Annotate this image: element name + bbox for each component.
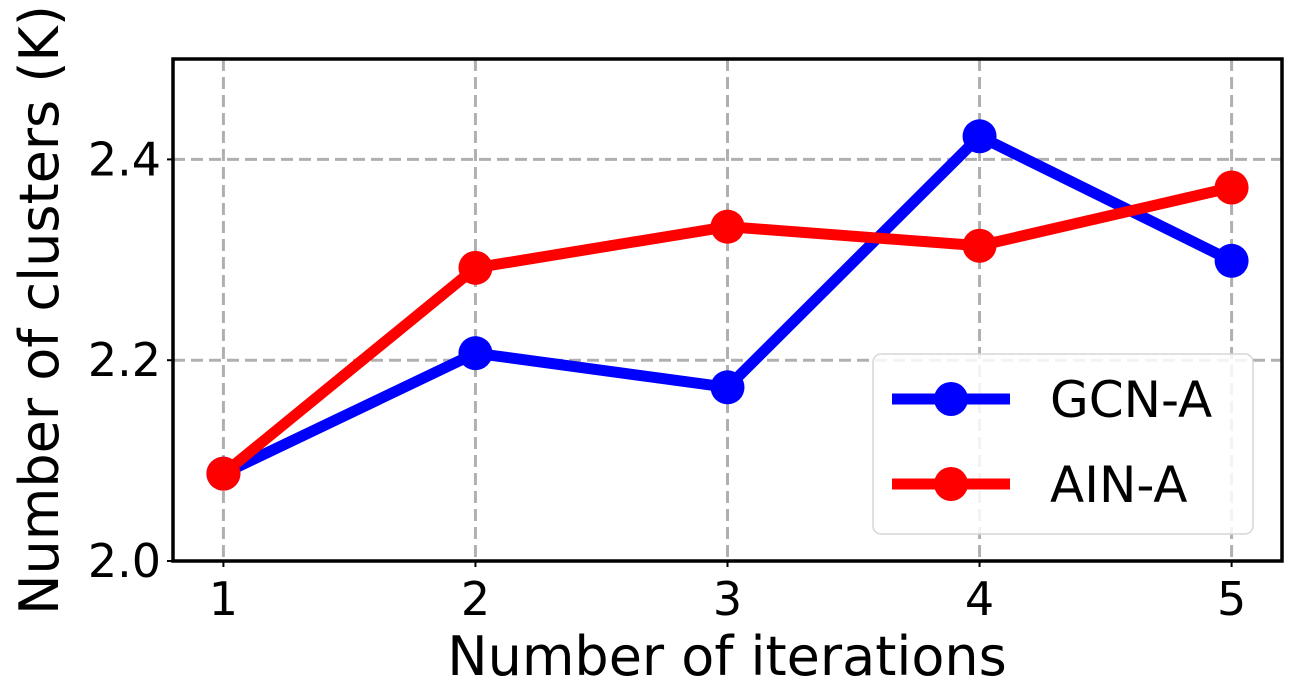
legend: GCN-A AIN-A	[872, 353, 1254, 535]
legend-label-gcn-a: GCN-A	[1050, 371, 1212, 429]
x-tick-label: 1	[209, 572, 238, 626]
data-point-gcn-a	[458, 336, 493, 371]
data-point-gcn-a	[962, 119, 997, 154]
data-point-gcn-a	[1214, 243, 1249, 278]
y-axis-label: Number of clusters (K)	[8, 5, 71, 615]
x-tick-label: 3	[713, 572, 742, 626]
x-axis-ticks: 1 2 3 4 5	[209, 561, 1246, 626]
data-point-ain-a	[962, 228, 997, 263]
y-tick-label: 2.2	[88, 333, 161, 387]
x-tick-label: 4	[965, 572, 994, 626]
data-point-gcn-a	[710, 370, 745, 405]
data-point-ain-a	[458, 250, 493, 285]
data-point-ain-a	[710, 209, 745, 244]
x-tick-label: 5	[1217, 572, 1246, 626]
y-tick-label: 2.4	[88, 132, 161, 186]
legend-marker-gcn-a	[934, 382, 968, 416]
y-axis-ticks: 2.0 2.2 2.4	[88, 132, 173, 588]
x-tick-label: 2	[461, 572, 490, 626]
x-axis-label: Number of iterations	[447, 625, 1007, 688]
legend-label-ain-a: AIN-A	[1050, 456, 1188, 514]
series-markers	[206, 119, 1249, 491]
data-point-ain-a	[1214, 170, 1249, 205]
data-point-ain-a	[206, 456, 241, 491]
y-tick-label: 2.0	[88, 534, 161, 588]
legend-marker-ain-a	[934, 467, 968, 501]
